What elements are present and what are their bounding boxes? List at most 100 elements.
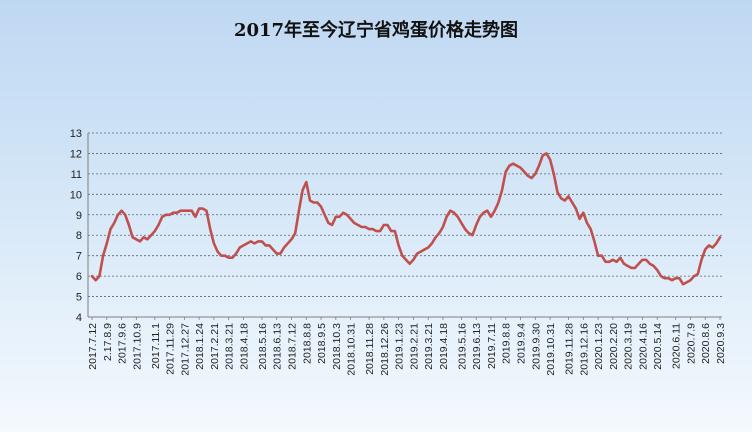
data-point <box>542 154 544 156</box>
data-point <box>165 214 167 216</box>
data-point <box>139 240 141 242</box>
data-point <box>686 281 688 283</box>
data-point <box>405 259 407 261</box>
data-point <box>438 232 440 234</box>
data-point <box>486 210 488 212</box>
data-point <box>287 242 289 244</box>
y-tick-label: 5 <box>76 292 82 304</box>
data-point <box>612 259 614 261</box>
x-tick-label: 2.17.8.9 <box>102 323 114 361</box>
y-tick-labels: 4 5 6 7 8 9 10 11 12 13 <box>70 128 82 324</box>
data-point <box>678 277 680 279</box>
data-point <box>324 214 326 216</box>
data-point <box>697 273 699 275</box>
x-tick-label: 2018.12.26 <box>379 323 391 376</box>
data-point <box>283 246 285 248</box>
data-point <box>619 257 621 259</box>
data-point <box>143 236 145 238</box>
x-tick-label: 2017.11.29 <box>165 323 177 375</box>
x-tick-label: 2019.10.31 <box>545 323 557 376</box>
data-point <box>372 228 374 230</box>
data-point <box>652 265 654 267</box>
x-tick-label: 2019.2.21 <box>408 323 420 370</box>
x-tick-labels: 2017.7.12 2.17.8.9 2017.9.6 2017.10.9 2017.1… <box>87 323 727 376</box>
data-point <box>194 216 196 218</box>
data-point <box>560 197 562 199</box>
data-point <box>327 222 329 224</box>
data-point <box>475 224 477 226</box>
data-point <box>183 210 185 212</box>
data-point <box>128 224 130 226</box>
data-point <box>671 279 673 281</box>
data-point <box>604 261 606 263</box>
data-point <box>301 189 303 191</box>
data-point <box>316 201 318 203</box>
data-point <box>711 246 713 248</box>
data-point <box>231 257 233 259</box>
data-point <box>109 228 111 230</box>
data-point <box>634 267 636 269</box>
data-point <box>146 238 148 240</box>
y-tick-label: 4 <box>76 312 82 324</box>
x-tick-label: 2017.12.27 <box>179 323 191 376</box>
y-tick-label: 10 <box>70 189 82 201</box>
data-point <box>150 234 152 236</box>
data-point <box>630 267 632 269</box>
data-point <box>349 218 351 220</box>
data-point <box>516 165 518 167</box>
data-point <box>213 242 215 244</box>
data-point <box>335 216 337 218</box>
data-point <box>578 218 580 220</box>
y-tick-label: 8 <box>76 230 82 242</box>
gridlines <box>88 132 722 297</box>
x-tick-label: 2018.7.12 <box>286 323 298 370</box>
data-point <box>157 224 159 226</box>
data-point <box>397 244 399 246</box>
data-point <box>597 255 599 257</box>
data-point <box>623 263 625 265</box>
data-point <box>538 165 540 167</box>
data-point <box>298 210 300 212</box>
data-point <box>272 248 274 250</box>
x-tick-label: 2019.9.30 <box>530 323 542 370</box>
data-point <box>682 283 684 285</box>
x-tick-label: 2020.7.9 <box>685 323 697 364</box>
data-point <box>180 210 182 212</box>
x-tick-label: 2018.4.18 <box>238 323 250 370</box>
data-point <box>590 228 592 230</box>
data-point <box>719 236 721 238</box>
data-point <box>176 212 178 214</box>
data-point <box>261 240 263 242</box>
data-point <box>239 246 241 248</box>
x-tick-label: 2018.6.13 <box>272 323 284 370</box>
y-tick-label: 9 <box>76 210 82 222</box>
data-point <box>693 275 695 277</box>
x-tick-label: 2018.5.16 <box>257 323 269 370</box>
data-point <box>649 263 651 265</box>
data-point <box>338 216 340 218</box>
x-tick-label: 2018.1.24 <box>194 323 206 370</box>
data-point <box>608 261 610 263</box>
data-point <box>290 238 292 240</box>
data-point <box>490 216 492 218</box>
x-tick-label: 2019.11.28 <box>564 323 576 375</box>
data-point <box>575 207 577 209</box>
data-point <box>420 250 422 252</box>
data-point <box>434 236 436 238</box>
data-point <box>667 277 669 279</box>
x-tick-label: 2019.3.21 <box>423 323 435 370</box>
data-point <box>224 255 226 257</box>
data-point <box>449 210 451 212</box>
x-tick-label: 2018.10.3 <box>331 323 343 370</box>
x-tick-label: 2020.8.6 <box>700 323 712 364</box>
data-point <box>471 234 473 236</box>
data-point <box>98 275 100 277</box>
data-point <box>582 212 584 214</box>
data-point <box>423 248 425 250</box>
data-point <box>593 240 595 242</box>
axes <box>87 133 722 320</box>
data-point <box>660 275 662 277</box>
data-point <box>209 228 211 230</box>
